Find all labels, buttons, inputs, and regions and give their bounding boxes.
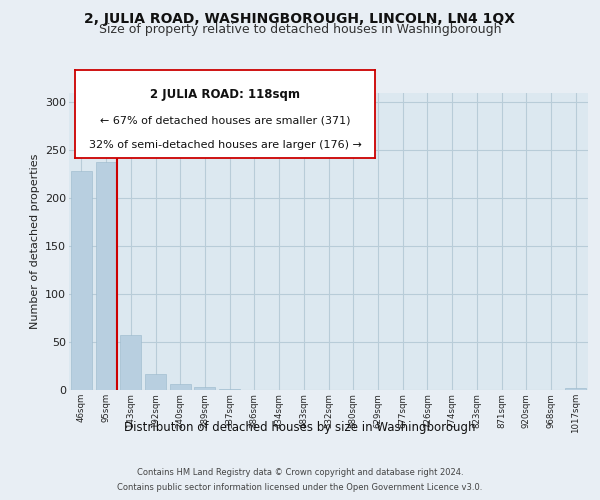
Bar [95, 162, 116, 390]
Bar [194, 387, 215, 390]
Text: Size of property relative to detached houses in Washingborough: Size of property relative to detached ho… [99, 22, 501, 36]
Bar [565, 388, 586, 390]
Text: ← 67% of detached houses are smaller (371): ← 67% of detached houses are smaller (37… [100, 116, 350, 126]
Text: 2, JULIA ROAD, WASHINGBOROUGH, LINCOLN, LN4 1QX: 2, JULIA ROAD, WASHINGBOROUGH, LINCOLN, … [85, 12, 515, 26]
Bar [219, 389, 240, 390]
Bar [120, 336, 141, 390]
Bar [170, 384, 191, 390]
Bar [145, 374, 166, 390]
Y-axis label: Number of detached properties: Number of detached properties [29, 154, 40, 329]
Text: 2 JULIA ROAD: 118sqm: 2 JULIA ROAD: 118sqm [150, 88, 300, 101]
Text: 32% of semi-detached houses are larger (176) →: 32% of semi-detached houses are larger (… [89, 140, 361, 150]
Text: Contains HM Land Registry data © Crown copyright and database right 2024.: Contains HM Land Registry data © Crown c… [137, 468, 463, 477]
Bar [71, 171, 92, 390]
Text: Distribution of detached houses by size in Washingborough: Distribution of detached houses by size … [124, 421, 476, 434]
Text: Contains public sector information licensed under the Open Government Licence v3: Contains public sector information licen… [118, 483, 482, 492]
